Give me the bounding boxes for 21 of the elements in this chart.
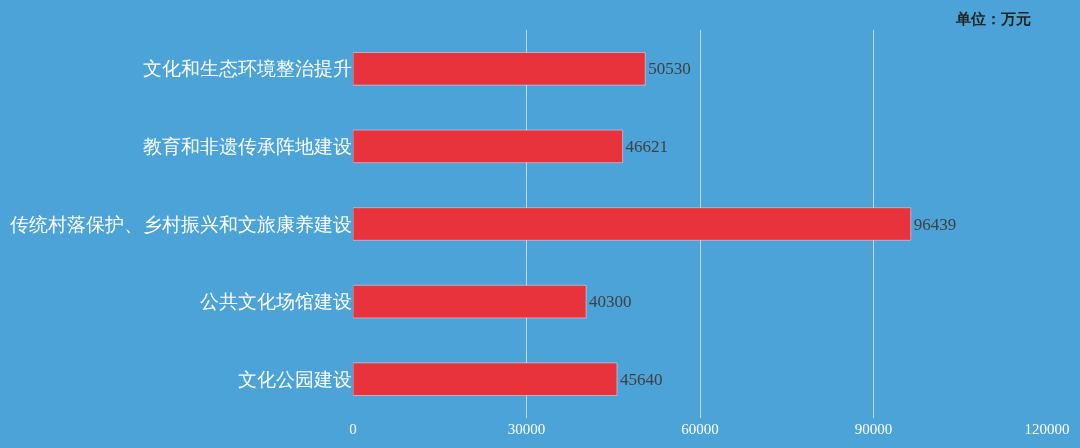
- bar: [353, 285, 587, 319]
- x-tick-label: 60000: [681, 421, 719, 437]
- bar: [353, 129, 623, 163]
- data-label: 96439: [913, 214, 957, 234]
- bar: [353, 362, 618, 396]
- x-tick-label: 90000: [854, 421, 893, 437]
- bar: [353, 52, 646, 86]
- data-label: 45640: [619, 369, 663, 389]
- data-label: 40300: [589, 292, 632, 312]
- bar: [353, 207, 911, 241]
- y-tick-label: 传统村落保护、乡村振兴和文旅康养建设: [10, 212, 352, 235]
- x-tick-label: 30000: [507, 421, 546, 437]
- data-label: 50530: [648, 59, 691, 79]
- y-tick-label: 文化公园建设: [238, 367, 352, 390]
- data-label: 46621: [625, 136, 669, 156]
- y-tick-label: 公共文化场馆建设: [200, 290, 352, 313]
- y-tick-label: 教育和非遗传承阵地建设: [143, 135, 352, 158]
- text: 单位：万元: [955, 10, 1031, 28]
- x-tick-label: 120000: [1024, 421, 1070, 437]
- x-tick-label: 0: [349, 421, 357, 437]
- y-tick-label: 文化和生态环境整治提升: [143, 57, 352, 80]
